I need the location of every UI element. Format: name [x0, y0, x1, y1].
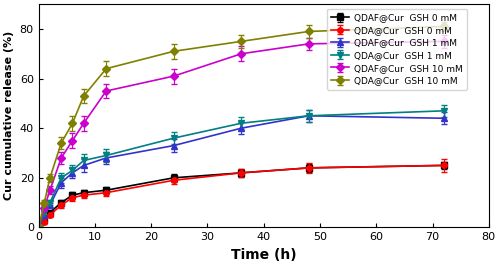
Y-axis label: Cur cumulative release (%): Cur cumulative release (%) [4, 31, 14, 200]
X-axis label: Time (h): Time (h) [231, 248, 296, 262]
Legend: QDAF@Cur  GSH 0 mM, QDA@Cur  GSH 0 mM, QDAF@Cur  GSH 1 mM, QDA@Cur  GSH 1 mM, QD: QDAF@Cur GSH 0 mM, QDA@Cur GSH 0 mM, QDA… [327, 9, 467, 90]
